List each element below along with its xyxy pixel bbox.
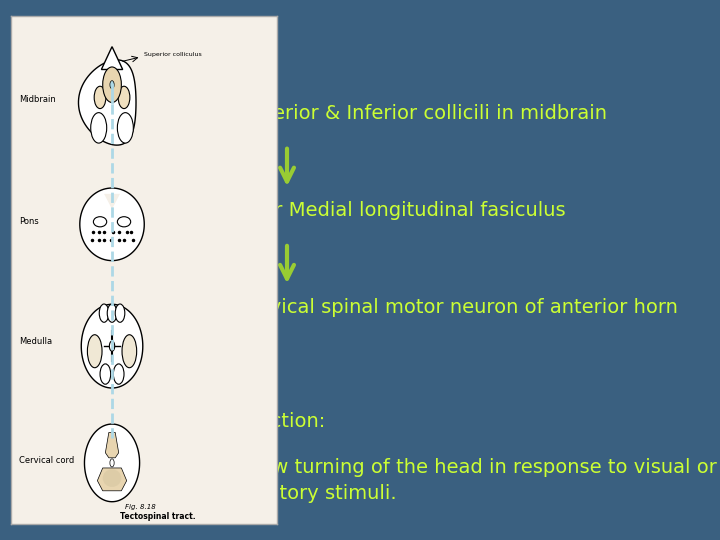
Circle shape (99, 304, 109, 322)
Text: Tectospinal tract.: Tectospinal tract. (120, 512, 196, 521)
Text: Cervical cord: Cervical cord (19, 456, 74, 465)
Circle shape (110, 80, 114, 89)
Polygon shape (97, 468, 127, 491)
Circle shape (107, 304, 117, 322)
Polygon shape (78, 60, 136, 145)
Ellipse shape (122, 335, 137, 368)
Circle shape (113, 364, 124, 384)
Polygon shape (80, 188, 144, 261)
Ellipse shape (117, 217, 131, 227)
Text: Function:: Function: (236, 411, 325, 431)
Text: Near Medial longitudinal fasiculus: Near Medial longitudinal fasiculus (236, 201, 566, 220)
Text: Medulla: Medulla (19, 336, 52, 346)
Circle shape (91, 113, 107, 143)
Ellipse shape (87, 335, 102, 368)
Text: Allow turning of the head in response to visual or
Auditory stimuli.: Allow turning of the head in response to… (236, 458, 717, 503)
Polygon shape (81, 304, 143, 388)
Ellipse shape (103, 469, 122, 487)
Text: Pons: Pons (19, 217, 39, 226)
Text: Cervical spinal motor neuron of anterior horn: Cervical spinal motor neuron of anterior… (236, 298, 678, 318)
Circle shape (118, 86, 130, 109)
Text: Fig. 8.18: Fig. 8.18 (125, 504, 156, 510)
Polygon shape (102, 46, 122, 70)
Circle shape (115, 304, 125, 322)
Text: Midbrain: Midbrain (19, 96, 55, 104)
Circle shape (103, 67, 122, 103)
Text: Superior colliculus: Superior colliculus (144, 52, 202, 57)
Polygon shape (84, 424, 140, 502)
Circle shape (110, 459, 114, 467)
Polygon shape (104, 194, 120, 209)
Ellipse shape (94, 217, 107, 227)
Circle shape (109, 341, 114, 351)
Polygon shape (105, 433, 119, 458)
Circle shape (100, 364, 111, 384)
Circle shape (94, 86, 106, 109)
Text: Superior & Inferior collicili in midbrain: Superior & Inferior collicili in midbrai… (236, 104, 608, 123)
Circle shape (117, 113, 133, 143)
